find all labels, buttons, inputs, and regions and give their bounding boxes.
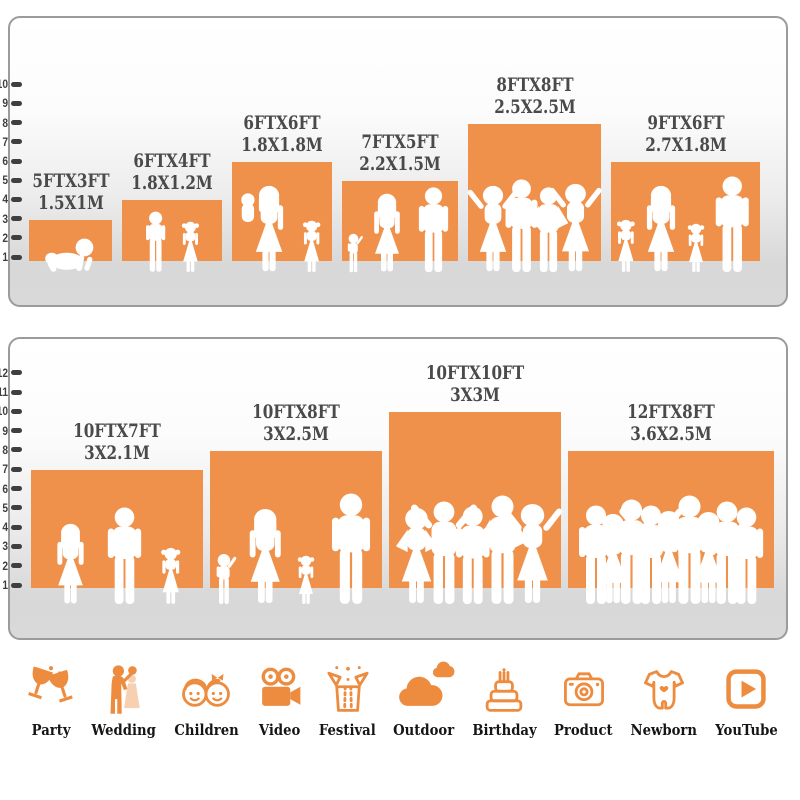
category-label: Product bbox=[554, 721, 613, 739]
ruler-number: 6 bbox=[2, 481, 8, 496]
category-label: Festival bbox=[319, 721, 377, 739]
ruler-number: 2 bbox=[2, 230, 8, 245]
video-icon bbox=[261, 667, 301, 706]
category-label: Video bbox=[258, 721, 300, 739]
ruler-number: 4 bbox=[2, 192, 8, 207]
category-label: Children bbox=[174, 721, 239, 739]
ruler-number: 4 bbox=[2, 520, 8, 535]
category-label: Newborn bbox=[630, 721, 698, 739]
ruler-number: 3 bbox=[2, 211, 8, 226]
ruler-number: 9 bbox=[2, 423, 8, 438]
ruler-number: 10 bbox=[0, 404, 8, 419]
ruler-number: 8 bbox=[2, 115, 8, 130]
medium-backdrops-panel bbox=[8, 337, 788, 640]
festival-icon bbox=[327, 666, 369, 712]
ruler-number: 7 bbox=[2, 134, 8, 149]
category-item-party: Party bbox=[24, 662, 78, 739]
ruler-number: 9 bbox=[2, 96, 8, 111]
category-item-newborn: Newborn bbox=[626, 662, 701, 739]
category-item-youtube: YouTube bbox=[711, 662, 782, 739]
category-item-birthday: Birthday bbox=[468, 662, 541, 739]
wedding-icon bbox=[110, 665, 140, 714]
birthday-icon bbox=[486, 668, 523, 712]
category-label: Outdoor bbox=[393, 721, 455, 739]
category-label: YouTube bbox=[715, 721, 778, 739]
newborn-icon bbox=[643, 670, 684, 710]
ruler-number: 1 bbox=[2, 250, 8, 264]
ruler-number: 3 bbox=[2, 539, 8, 554]
ruler-number: 10 bbox=[0, 77, 8, 92]
ruler-number: 5 bbox=[2, 173, 8, 188]
party-icon bbox=[28, 666, 73, 703]
product-icon bbox=[563, 672, 604, 707]
ruler-number: 11 bbox=[0, 385, 8, 399]
category-row: Party Wedding Children Video Festival Outdoor… bbox=[0, 661, 800, 739]
children-icon bbox=[182, 673, 231, 707]
category-label: Wedding bbox=[91, 721, 157, 739]
category-item-festival: Festival bbox=[315, 662, 380, 739]
youtube-icon bbox=[726, 669, 767, 709]
ruler-number: 12 bbox=[0, 365, 8, 380]
small-backdrops-panel bbox=[8, 16, 788, 307]
category-item-wedding: Wedding bbox=[87, 662, 160, 739]
ruler-number: 8 bbox=[2, 442, 8, 457]
ruler-number: 2 bbox=[2, 558, 8, 573]
category-item-outdoor: Outdoor bbox=[389, 661, 458, 739]
category-label: Party bbox=[31, 721, 71, 739]
ruler-number: 6 bbox=[2, 154, 8, 168]
ruler-number: 7 bbox=[2, 462, 8, 477]
category-item-product: Product bbox=[550, 662, 617, 739]
outdoor-icon bbox=[399, 661, 455, 706]
ruler-number: 5 bbox=[2, 500, 8, 515]
category-label: Birthday bbox=[472, 721, 537, 739]
category-item-video: Video bbox=[252, 662, 306, 739]
category-item-children: Children bbox=[170, 662, 243, 739]
ruler-number: 1 bbox=[2, 578, 8, 592]
